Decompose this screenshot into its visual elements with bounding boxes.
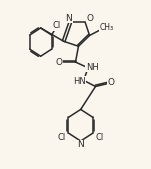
Text: O: O xyxy=(86,14,93,22)
Text: N: N xyxy=(65,14,72,22)
Text: N: N xyxy=(77,140,84,149)
Text: O: O xyxy=(108,78,115,87)
Text: Cl: Cl xyxy=(53,21,61,30)
Text: NH: NH xyxy=(86,63,99,71)
Text: Cl: Cl xyxy=(95,133,104,142)
Text: CH₃: CH₃ xyxy=(100,23,114,32)
Text: O: O xyxy=(55,58,62,67)
Text: Cl: Cl xyxy=(58,133,66,142)
Text: HN: HN xyxy=(73,77,86,86)
